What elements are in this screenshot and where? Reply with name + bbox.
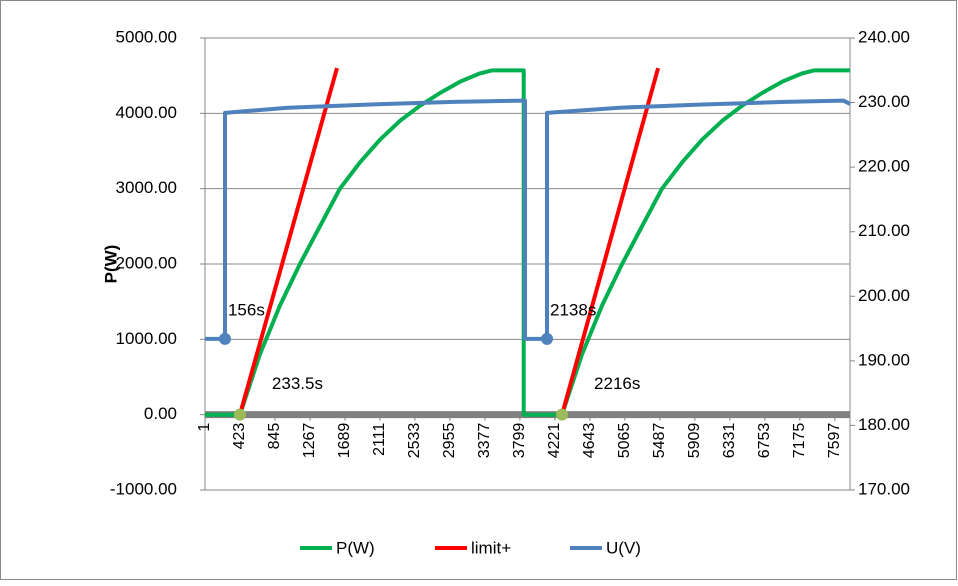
x-tick-label: 6753 xyxy=(756,423,773,459)
series-line xyxy=(205,98,851,341)
x-tick-label: 4643 xyxy=(581,423,598,459)
annotation-marker xyxy=(233,408,246,421)
legend-label: limit+ xyxy=(471,538,511,557)
x-tick-label: 6331 xyxy=(721,423,738,459)
y-tick-label: 4000.00 xyxy=(116,103,177,122)
x-tick-label: 7175 xyxy=(791,423,808,459)
x-tick-label: 2533 xyxy=(406,423,423,459)
x-tick-label: 3799 xyxy=(511,423,528,459)
y-tick-label: 0.00 xyxy=(144,404,177,423)
x-tick-label: 845 xyxy=(266,423,283,450)
y-tick-label: 5000.00 xyxy=(116,27,177,46)
x-tick-label: 5065 xyxy=(616,423,633,459)
x-tick-label: 2955 xyxy=(441,423,458,459)
y2-tick-label: 220.00 xyxy=(858,157,910,176)
x-tick-label: 4221 xyxy=(546,423,563,459)
x-tick-label: 7597 xyxy=(826,423,843,459)
y2-tick-label: 210.00 xyxy=(858,221,910,240)
y-tick-label: -1000.00 xyxy=(110,479,177,498)
y-axis-title: P(W) xyxy=(101,245,120,284)
annotation-label: 156s xyxy=(228,300,265,319)
x-tick-label: 1267 xyxy=(301,423,318,459)
y-tick-label: 2000.00 xyxy=(116,253,177,272)
series-line xyxy=(237,67,661,416)
x-tick-label: 5909 xyxy=(686,423,703,459)
x-tick-label: 2111 xyxy=(371,423,388,456)
y2-tick-label: 230.00 xyxy=(858,92,910,111)
x-tick-label: 423 xyxy=(231,423,248,450)
legend-label: P(W) xyxy=(336,538,375,557)
y2-tick-label: 190.00 xyxy=(858,350,910,369)
annotation-label: 2138s xyxy=(550,300,596,319)
y2-tick-label: 240.00 xyxy=(858,27,910,46)
legend-label: U(V) xyxy=(606,538,641,557)
y2-tick-label: 180.00 xyxy=(858,415,910,434)
x-tick-label: 1 xyxy=(196,423,213,432)
x-tick-label: 5487 xyxy=(651,423,668,459)
x-tick-label: 1689 xyxy=(336,423,353,459)
x-tick-label: 3377 xyxy=(476,423,493,459)
annotation-label: 2216s xyxy=(594,374,640,393)
annotation-marker xyxy=(541,332,554,345)
annotation-marker xyxy=(218,332,231,345)
y-tick-label: 1000.00 xyxy=(116,329,177,348)
y-tick-label: 3000.00 xyxy=(116,178,177,197)
annotation-label: 233.5s xyxy=(272,374,323,393)
annotation-marker xyxy=(556,408,569,421)
y2-tick-label: 200.00 xyxy=(858,286,910,305)
y2-tick-label: 170.00 xyxy=(858,479,910,498)
